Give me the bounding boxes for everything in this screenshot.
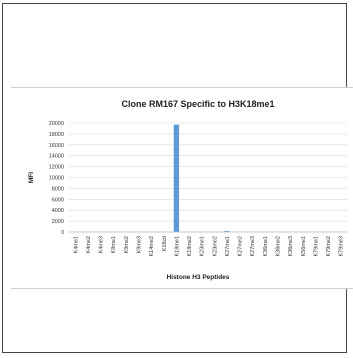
y-tick-label: 18000 [49, 132, 64, 138]
y-tick-label: 2000 [52, 219, 64, 225]
y-tick-label: 12000 [49, 165, 64, 171]
x-axis-ticks: K4me1 K4me2 K4me3 K9me1 K9me2 K9me3 K14me2 K18c… [73, 236, 344, 257]
gridlines [69, 122, 347, 233]
x-tick-label: K14me2 [149, 236, 155, 257]
x-tick-label: K79me2 [326, 236, 332, 257]
x-axis-title: Histone H3 Peptides [167, 274, 230, 281]
y-axis-ticks: 0 2000 4000 6000 8000 10000 12000 14000 16000 180… [49, 121, 64, 236]
x-tick-label: K18ctl [162, 236, 168, 251]
x-tick-label: K4me3 [99, 236, 105, 253]
x-tick-label: K79me3 [339, 236, 345, 257]
x-tick-label: K18me2 [187, 236, 193, 257]
y-tick-label: 0 [61, 230, 64, 236]
bars [173, 124, 230, 232]
x-tick-label: K4me2 [86, 236, 92, 253]
x-tick-label: K79me1 [313, 236, 319, 257]
x-tick-label: K23me1 [200, 236, 206, 257]
x-tick-label: K27me2 [238, 236, 244, 257]
y-tick-label: 20000 [49, 121, 64, 127]
x-tick-label: K9me1 [111, 236, 117, 253]
x-tick-label: K4me1 [73, 236, 79, 253]
x-tick-label: K36me1 [263, 236, 269, 256]
chart-panel: Clone RM167 Specific to H3K18me1 0 2000 40… [11, 87, 353, 289]
x-tick-label: K27me1 [225, 236, 231, 257]
x-tick-label: K36me3 [288, 236, 294, 257]
bar-k27me1 [224, 230, 230, 232]
x-tick-label: K18me1 [174, 236, 180, 257]
bar-k18me1 [173, 124, 180, 232]
y-tick-label: 16000 [49, 143, 64, 149]
y-tick-label: 14000 [49, 154, 64, 160]
figure-frame: Clone RM167 Specific to H3K18me1 0 2000 40… [2, 3, 353, 353]
x-tick-label: K27me3 [250, 236, 256, 256]
x-tick-label: K36me2 [276, 236, 282, 257]
y-tick-label: 8000 [52, 186, 64, 192]
y-tick-label: 4000 [52, 208, 64, 214]
x-tick-label: K23me2 [212, 236, 218, 257]
chart-title: Clone RM167 Specific to H3K18me1 [121, 99, 274, 109]
x-tick-label: K56me1 [301, 236, 307, 257]
x-tick-label: K9me2 [124, 236, 130, 253]
x-tick-label: K9me3 [137, 236, 143, 253]
y-axis-title: MFI [28, 172, 35, 183]
bar-chart: Clone RM167 Specific to H3K18me1 0 2000 40… [28, 99, 347, 281]
y-tick-label: 10000 [49, 176, 64, 182]
y-tick-label: 6000 [52, 197, 64, 203]
